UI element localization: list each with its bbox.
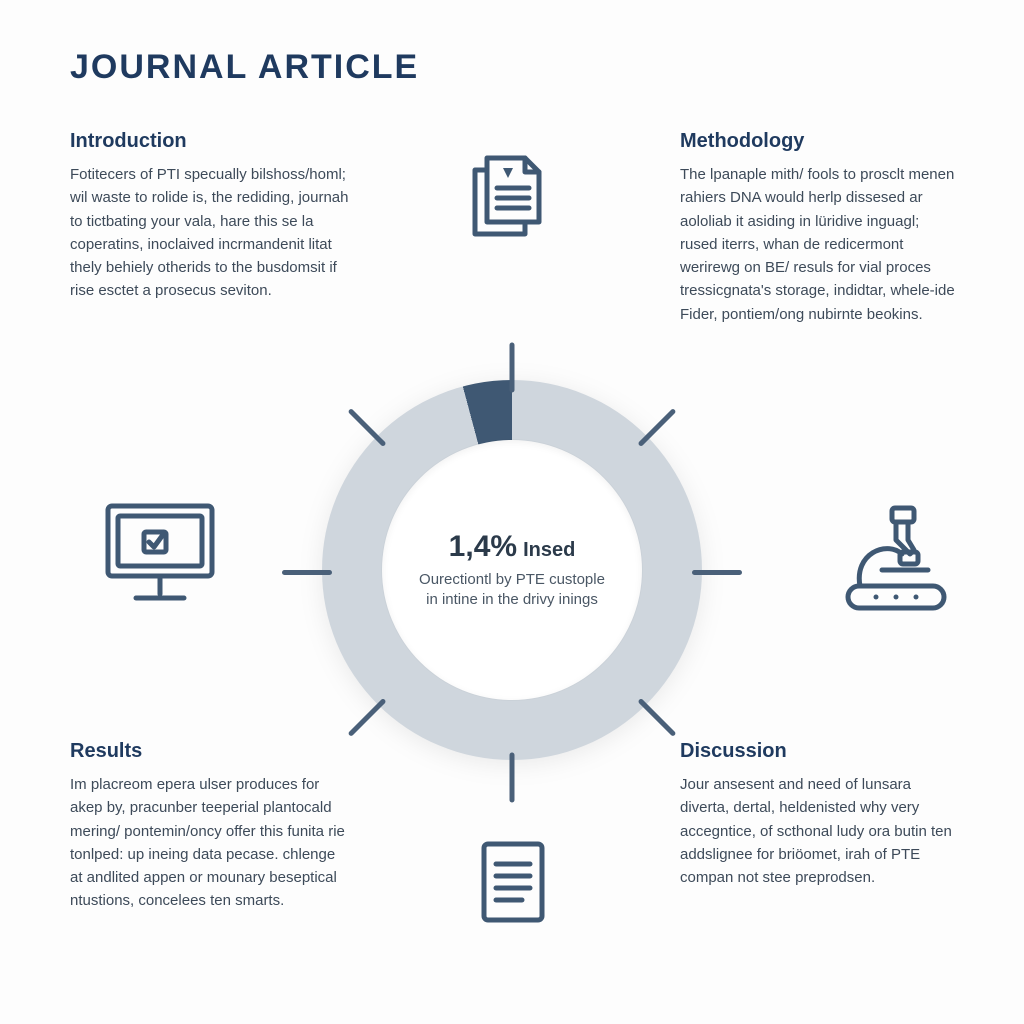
center-subtext: Ourectiontl by PTE custople in intine in…: [412, 570, 612, 611]
center-metric: 1,4% Insed: [449, 530, 576, 564]
section-heading: Methodology: [680, 130, 960, 153]
section-introduction: Introduction Fotitecers of PTI specually…: [70, 130, 350, 303]
section-heading: Results: [70, 740, 350, 763]
section-results: Results Im placreom epera ulser produces…: [70, 740, 350, 913]
donut-center: 1,4% Insed Ourectiontl by PTE custople in…: [382, 440, 642, 700]
section-heading: Introduction: [70, 130, 350, 153]
documents-icon: [455, 148, 555, 248]
page-title: JOURNAL ARTICLE: [70, 48, 419, 87]
section-body: Jour ansesent and need of lunsara divert…: [680, 773, 960, 889]
page-icon: [478, 838, 548, 926]
donut-chart: 1,4% Insed Ourectiontl by PTE custople in…: [322, 380, 702, 760]
microscope-icon: [830, 500, 960, 620]
section-heading: Discussion: [680, 740, 960, 763]
center-value: 1,4%: [449, 530, 517, 563]
section-body: The lpanaple mith/ fools to prosclt mene…: [680, 163, 960, 326]
section-discussion: Discussion Jour ansesent and need of lun…: [680, 740, 960, 889]
section-body: Fotitecers of PTI specually bilshoss/hom…: [70, 163, 350, 303]
center-unit: Insed: [523, 539, 575, 561]
monitor-icon: [100, 498, 220, 608]
section-body: Im placreom epera ulser produces for ake…: [70, 773, 350, 913]
section-methodology: Methodology The lpanaple mith/ fools to …: [680, 130, 960, 326]
